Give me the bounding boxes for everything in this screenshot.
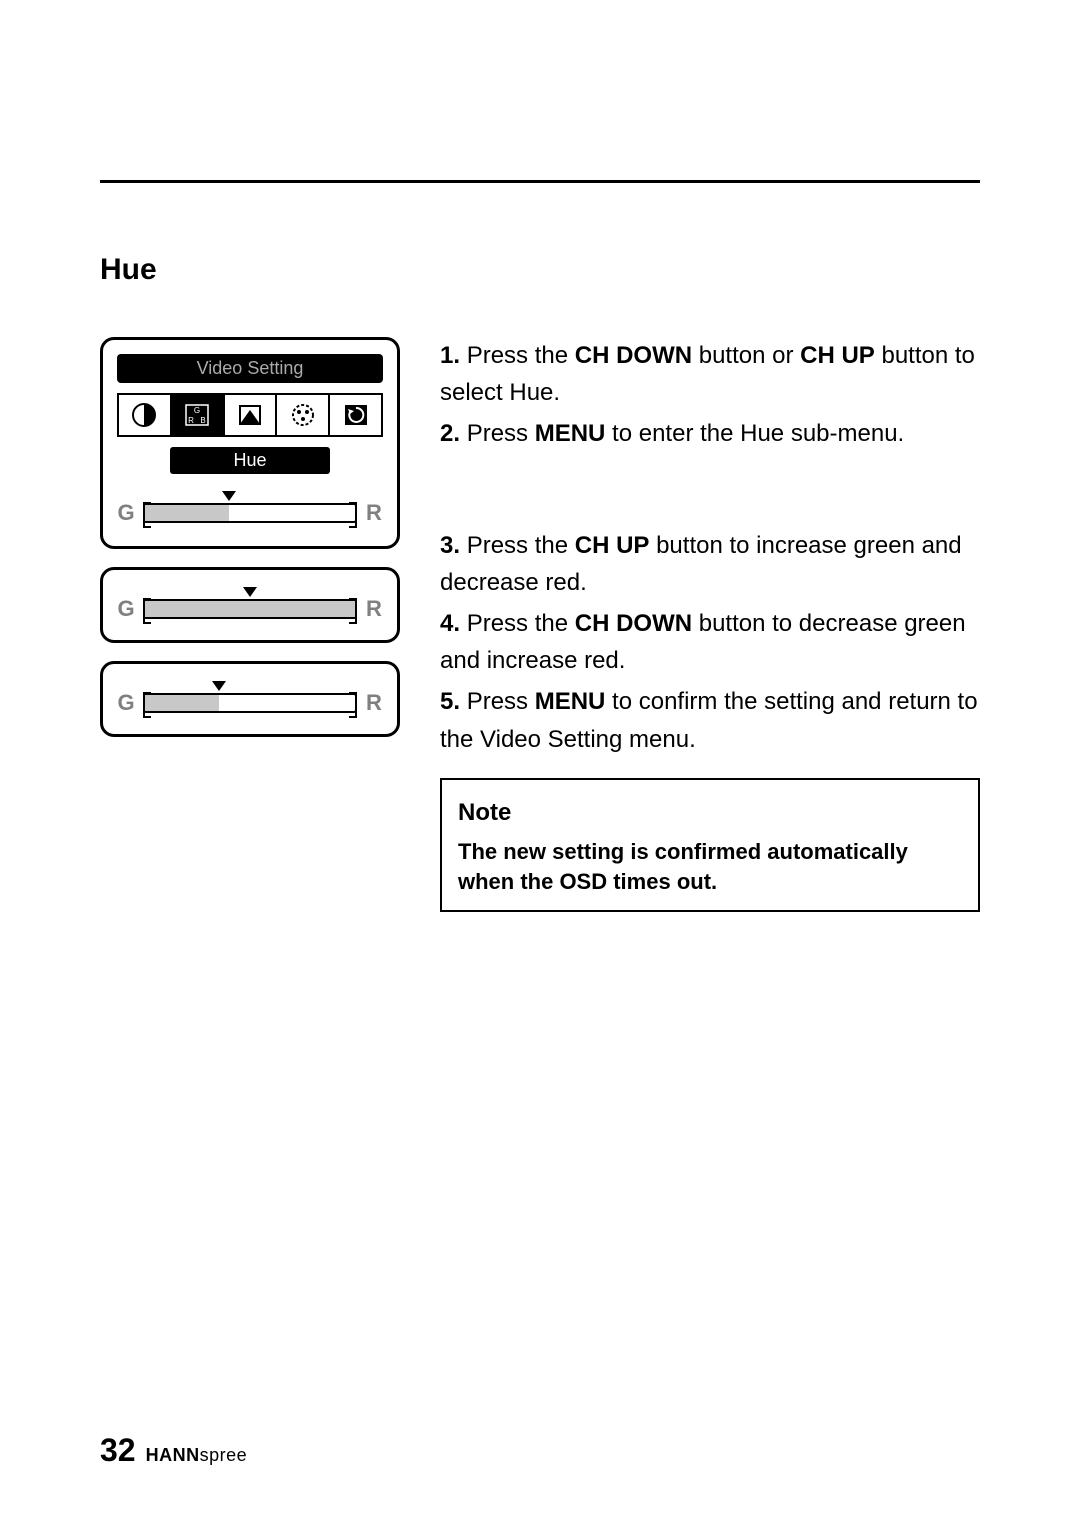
brand-bold: HANN (146, 1445, 200, 1465)
osd-menu-title: Video Setting (117, 354, 383, 383)
step-5: 5. Press MENU to confirm the setting and… (440, 683, 980, 757)
page-number: 32 (100, 1432, 136, 1469)
svg-text:R: R (188, 416, 194, 425)
reset-icon (330, 393, 383, 437)
step-4: 4. Press the CH DOWN button to decrease … (440, 605, 980, 679)
slider-panel-2: G R (100, 567, 400, 643)
hue-icon: G R B (172, 393, 225, 437)
slider-fill (145, 695, 219, 711)
step-number: 3. (440, 532, 460, 559)
step-number: 4. (440, 610, 460, 637)
step-number: 2. (440, 420, 460, 447)
step-3: 3. Press the CH UP button to increase gr… (440, 527, 980, 601)
slider-left-label: G (117, 500, 135, 526)
slider-left-label: G (117, 596, 135, 622)
hue-slider-3: G R (117, 690, 383, 716)
step-text: Press (467, 688, 535, 715)
step-bold: CH DOWN (575, 610, 692, 637)
slider-right-label: R (365, 500, 383, 526)
divider (100, 180, 980, 183)
slider-indicator-icon (243, 587, 257, 597)
note-box: Note The new setting is confirmed automa… (440, 778, 980, 913)
color-icon (277, 393, 330, 437)
slider-indicator-icon (222, 491, 236, 501)
slider-right-label: R (365, 690, 383, 716)
osd-icon-row: G R B (117, 393, 383, 437)
slider-left-label: G (117, 690, 135, 716)
slider-track (143, 693, 357, 713)
svg-text:B: B (201, 416, 206, 425)
slider-track (143, 599, 357, 619)
note-title: Note (458, 794, 962, 831)
sharpness-icon (225, 393, 278, 437)
section-title: Hue (100, 253, 980, 287)
osd-panel: Video Setting G R B (100, 337, 400, 549)
step-text: button or (692, 342, 800, 369)
contrast-icon (117, 393, 172, 437)
step-text: Press the (467, 342, 575, 369)
step-bold: CH UP (800, 342, 875, 369)
step-bold: CH DOWN (575, 342, 692, 369)
step-text: Press (467, 420, 535, 447)
step-1: 1. Press the CH DOWN button or CH UP but… (440, 337, 980, 411)
step-bold: MENU (535, 420, 606, 447)
slider-track (143, 503, 357, 523)
step-bold: CH UP (575, 532, 650, 559)
footer: 32 HANNspree (100, 1432, 247, 1469)
step-text: to enter the Hue sub-menu. (605, 420, 904, 447)
slider-right-label: R (365, 596, 383, 622)
note-body: The new setting is confirmed automatical… (458, 837, 962, 896)
slider-fill (145, 505, 229, 521)
hue-slider-2: G R (117, 596, 383, 622)
slider-panel-3: G R (100, 661, 400, 737)
step-number: 5. (440, 688, 460, 715)
step-text: Press the (467, 610, 575, 637)
step-text: Press the (467, 532, 575, 559)
brand-label: HANNspree (146, 1445, 248, 1466)
step-bold: MENU (535, 688, 606, 715)
step-number: 1. (440, 342, 460, 369)
osd-sub-label: Hue (170, 447, 330, 474)
osd-hue-slider: G R (117, 500, 383, 526)
brand-light: spree (200, 1445, 248, 1465)
slider-indicator-icon (212, 681, 226, 691)
step-2: 2. Press MENU to enter the Hue sub-menu. (440, 415, 980, 452)
svg-text:G: G (194, 406, 200, 415)
slider-fill (145, 601, 355, 617)
